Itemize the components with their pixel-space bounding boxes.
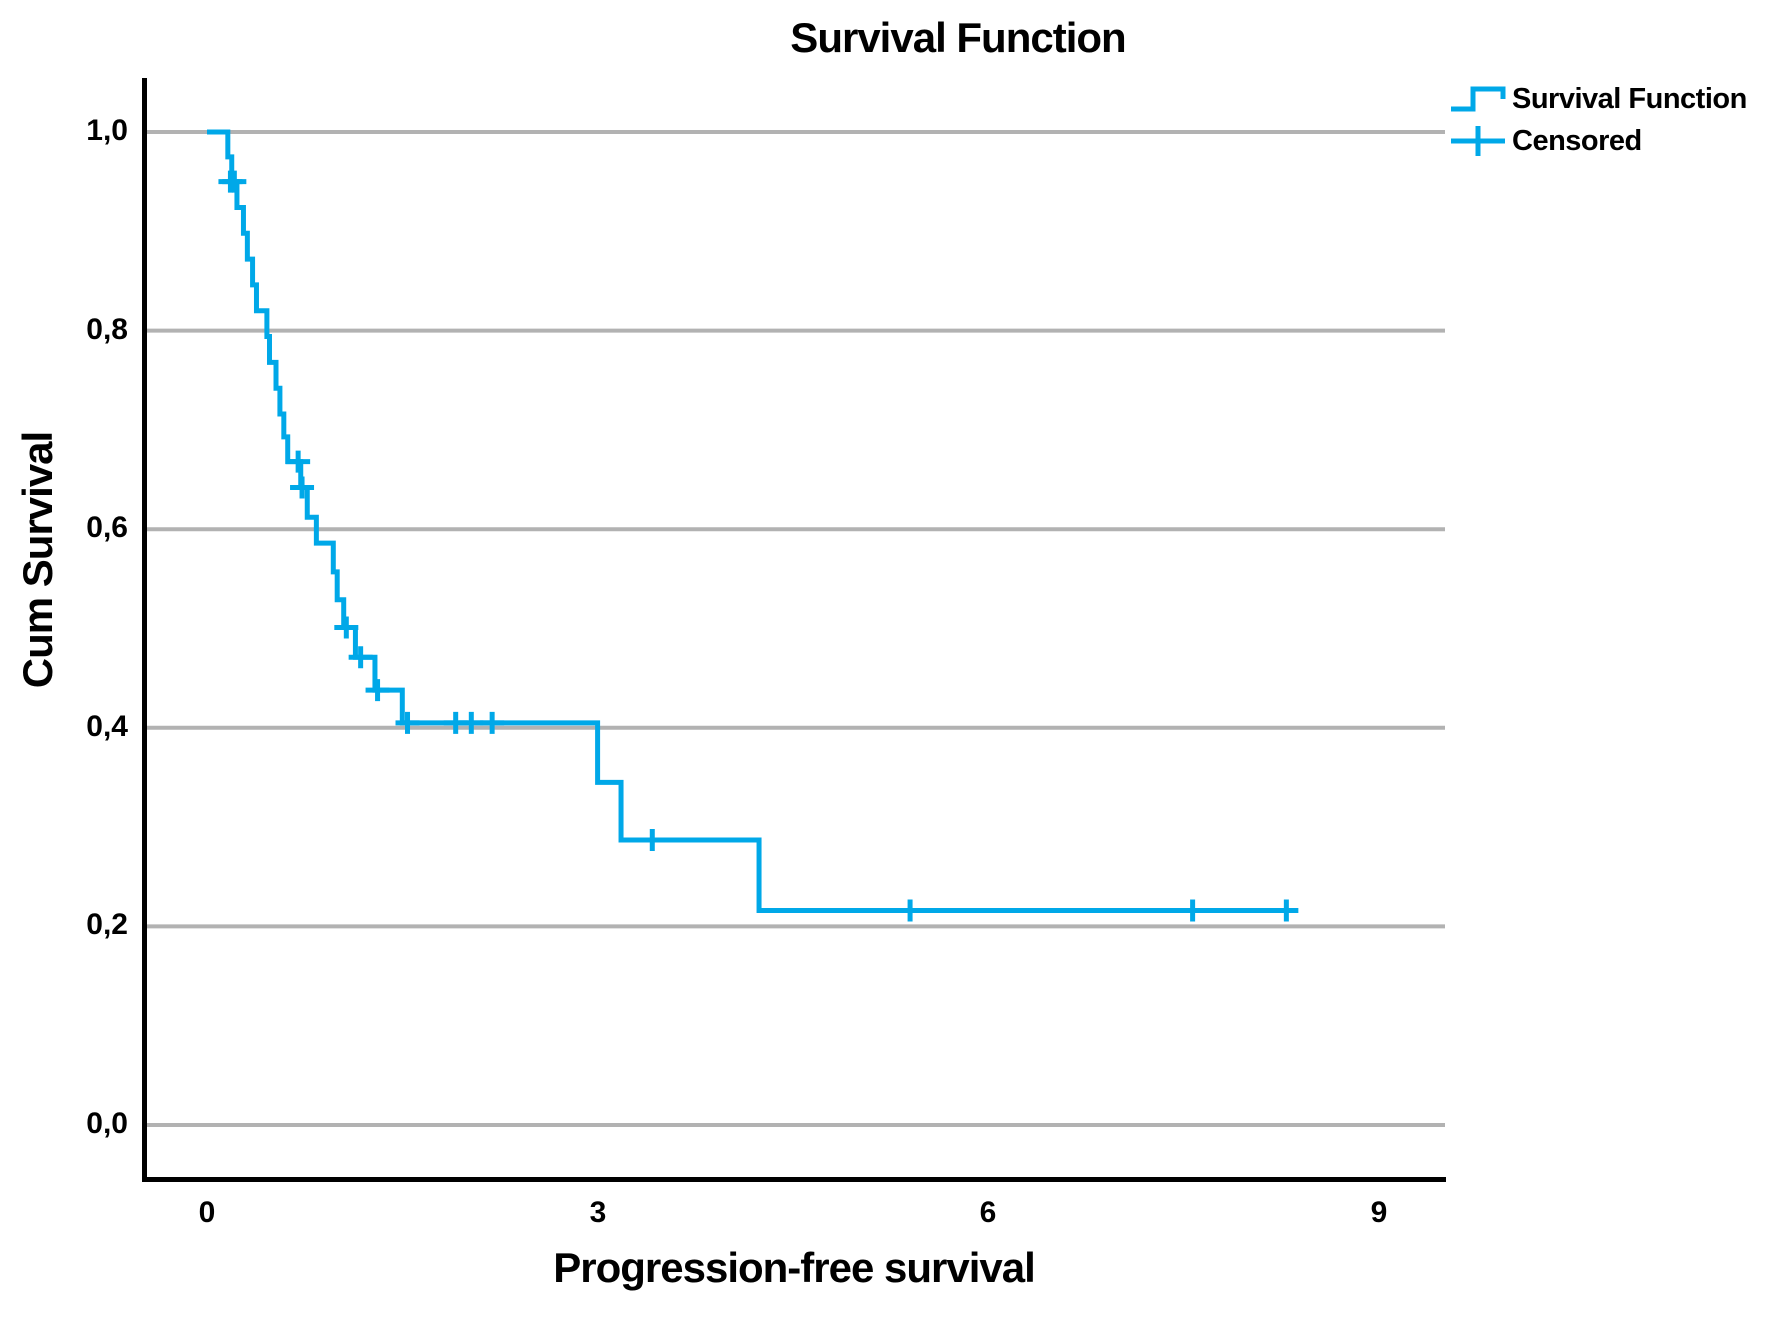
legend: Survival Function Censored (1450, 80, 1747, 160)
x-tick-label: 3 (589, 1196, 607, 1229)
legend-item-survival-function: Survival Function (1450, 80, 1747, 118)
chart-title: Survival Function (790, 14, 1126, 61)
censored-mark (640, 829, 665, 852)
censored-mark (222, 170, 247, 193)
censored-mark (1180, 899, 1205, 922)
legend-item-censored: Censored (1450, 122, 1747, 160)
y-tick-label: 0,4 (86, 710, 128, 743)
censored-mark (348, 646, 373, 669)
step-line-icon (1451, 86, 1506, 112)
censored-mark (334, 616, 359, 639)
censored-mark (898, 899, 923, 922)
y-tick-label: 0,2 (86, 908, 128, 941)
censored-mark (1274, 899, 1299, 922)
x-axis-title: Progression-free survival (553, 1244, 1036, 1291)
x-tick-label: 9 (1370, 1196, 1388, 1229)
y-tick-label: 1,0 (86, 114, 128, 147)
legend-label: Survival Function (1512, 82, 1747, 115)
censored-mark (290, 476, 315, 499)
survival-curve (207, 129, 1297, 914)
censored-mark (459, 711, 484, 734)
x-tick-label: 6 (979, 1196, 997, 1229)
x-tick-label: 0 (198, 1196, 216, 1229)
censored-mark (395, 711, 420, 734)
plus-icon (1451, 126, 1505, 156)
y-tick-label: 0,8 (86, 313, 128, 346)
legend-label: Censored (1512, 124, 1642, 157)
y-axis-title: Cum Survival (14, 431, 61, 689)
censored-mark (286, 450, 311, 473)
censored-mark (365, 679, 390, 702)
y-tick-label: 0,6 (86, 511, 128, 544)
y-tick-label: 0,0 (86, 1107, 128, 1140)
censored-mark (480, 711, 505, 734)
